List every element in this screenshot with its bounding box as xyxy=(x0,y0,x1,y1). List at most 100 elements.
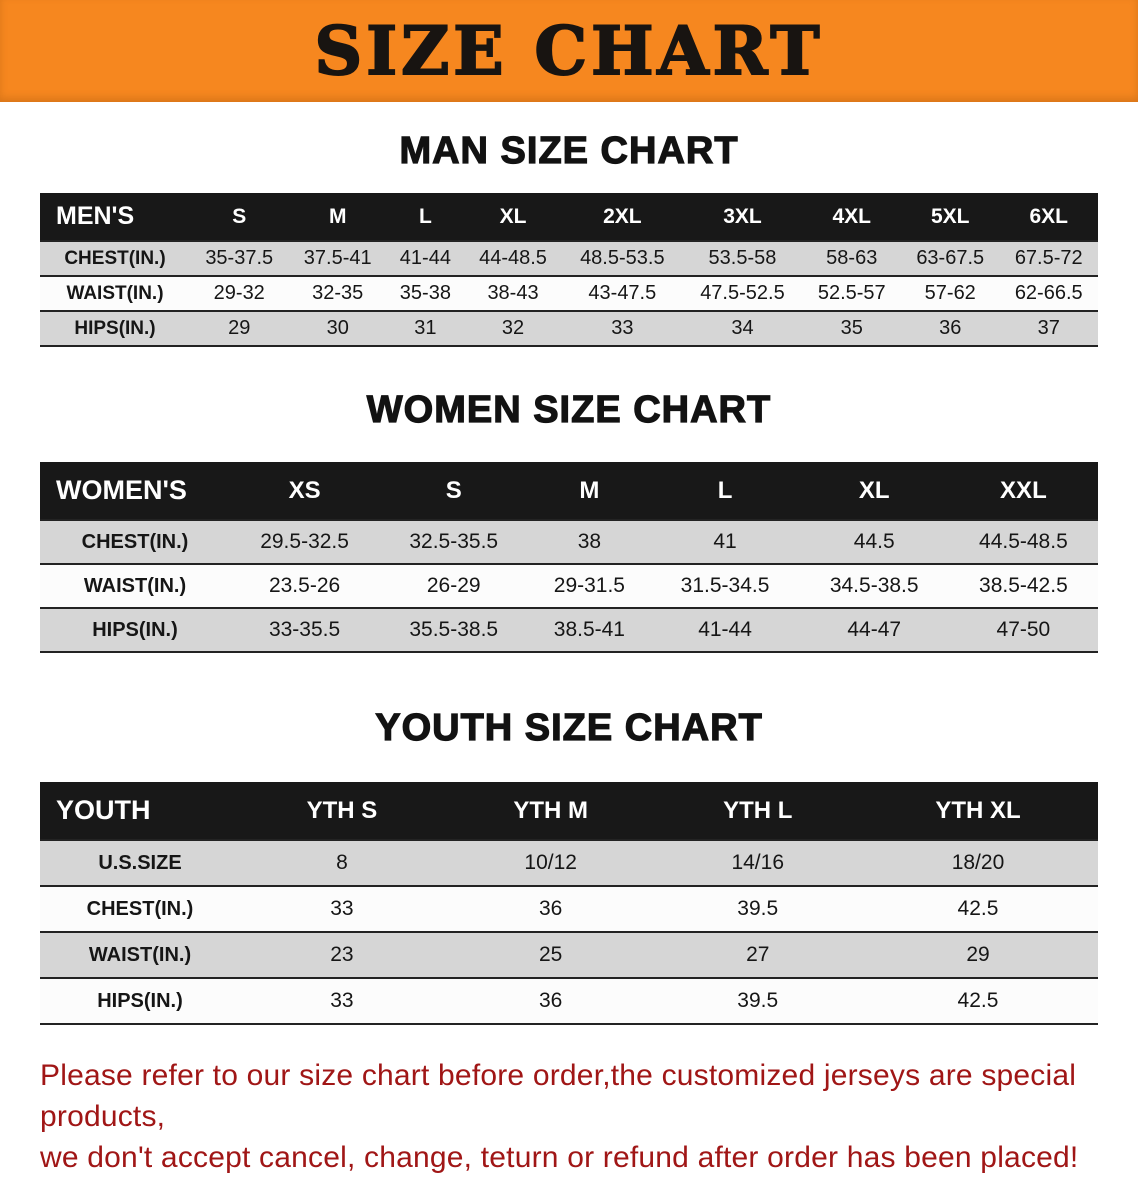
measurement-value: 23 xyxy=(330,943,354,966)
measurement-row: U.S.SIZE 8 10/12 14/16 18/20 xyxy=(40,840,1098,886)
measurement-value: 30 xyxy=(326,317,349,339)
size-header-cell: 4XL xyxy=(832,204,872,228)
measurement-value: 41-44 xyxy=(698,618,752,641)
measurement-value: 38-43 xyxy=(487,282,539,304)
size-header-cell: YTH L xyxy=(723,796,793,824)
measurement-value: 44-47 xyxy=(847,618,902,641)
size-header-cell: S xyxy=(232,204,247,228)
measurement-value: 31 xyxy=(414,317,437,339)
men-size-chart-title: MAN SIZE CHART xyxy=(399,129,739,172)
youth-size-chart-title: YOUTH SIZE CHART xyxy=(375,706,763,749)
youth-size-chart-section: YOUTH SIZE CHART YOUTH YTH S YTH M YTH L YTH… xyxy=(0,653,1138,1025)
size-header-cell: L xyxy=(717,476,733,504)
size-header-cell: M xyxy=(328,204,347,228)
measurement-label: WAIST(IN.) xyxy=(66,282,164,304)
measurement-row: HIPS(IN.) 33 36 39.5 42.5 xyxy=(40,978,1098,1024)
measurement-value: 39.5 xyxy=(737,989,779,1012)
size-header-cell: L xyxy=(418,204,432,228)
table-title-cell: MEN'S xyxy=(56,202,135,230)
measurement-value: 33 xyxy=(611,317,634,339)
measurement-value: 29.5-32.5 xyxy=(260,530,349,553)
measurement-label: HIPS(IN.) xyxy=(92,618,178,641)
measurement-value: 36 xyxy=(538,897,563,920)
measurement-value: 34 xyxy=(731,317,754,339)
measurement-value: 29-31.5 xyxy=(553,574,625,597)
measurement-label: HIPS(IN.) xyxy=(74,317,156,339)
disclaimer-text: Please refer to our size chart before or… xyxy=(40,1055,1098,1178)
measurement-row: CHEST(IN.) 33 36 39.5 42.5 xyxy=(40,886,1098,932)
measurement-row: CHEST(IN.) 29.5-32.5 32.5-35.5 38 41 44.5 44.5… xyxy=(40,520,1098,564)
size-table-header-row: WOMEN'S XS S M L XL XXL xyxy=(40,462,1098,520)
measurement-value: 41 xyxy=(713,530,737,553)
measurement-value: 48.5-53.5 xyxy=(580,247,665,269)
measurement-value: 29 xyxy=(228,317,251,339)
measurement-value: 38.5-42.5 xyxy=(979,574,1068,597)
measurement-value: 8 xyxy=(336,851,348,874)
measurement-row: CHEST(IN.) 35-37.5 37.5-41 41-44 44-48.5 48.5… xyxy=(40,241,1098,276)
measurement-value: 29-32 xyxy=(213,282,265,304)
size-header-cell: YTH XL xyxy=(935,796,1021,824)
measurement-label: WAIST(IN.) xyxy=(83,574,187,597)
size-header-cell: 2XL xyxy=(603,204,642,228)
measurement-value: 32 xyxy=(501,317,525,339)
measurement-value: 53.5-58 xyxy=(708,247,777,269)
measurement-value: 67.5-72 xyxy=(1014,247,1083,269)
measurement-value: 32-35 xyxy=(312,282,364,304)
measurement-row: HIPS(IN.) 29 30 31 32 33 34 35 36 37 xyxy=(40,311,1098,346)
table-title-cell: YOUTH xyxy=(56,795,151,825)
measurement-label: CHEST(IN.) xyxy=(64,247,166,269)
size-header-cell: XS xyxy=(288,476,321,504)
measurement-value: 29 xyxy=(966,943,990,966)
measurement-row: WAIST(IN.) 23.5-26 26-29 29-31.5 31.5-34.5 34… xyxy=(40,564,1098,608)
measurement-row: HIPS(IN.) 33-35.5 35.5-38.5 38.5-41 41-44 44-… xyxy=(40,608,1098,652)
size-header-cell: 3XL xyxy=(723,204,762,228)
measurement-value: 36 xyxy=(939,317,962,339)
measurement-value: 42.5 xyxy=(957,897,999,920)
measurement-label: HIPS(IN.) xyxy=(97,989,183,1012)
measurement-value: 58-63 xyxy=(826,247,878,269)
measurement-value: 43-47.5 xyxy=(588,282,657,304)
measurement-value: 26-29 xyxy=(426,574,481,597)
measurement-value: 35-38 xyxy=(399,282,451,304)
measurement-label: U.S.SIZE xyxy=(98,851,182,874)
measurement-label: CHEST(IN.) xyxy=(81,530,189,553)
measurement-value: 52.5-57 xyxy=(817,282,886,304)
measurement-value: 33 xyxy=(330,989,354,1012)
measurement-value: 34.5-38.5 xyxy=(829,574,919,597)
size-header-cell: YTH S xyxy=(306,796,378,824)
measurement-value: 44-48.5 xyxy=(479,247,547,269)
size-header-cell: XL xyxy=(499,204,527,228)
measurement-value: 27 xyxy=(746,943,770,966)
measurement-value: 36 xyxy=(538,989,563,1012)
measurement-value: 47.5-52.5 xyxy=(700,282,785,304)
charts-area: MAN SIZE CHART MEN'S S M L XL 2XL 3XL 4XL 5XL 6XL… xyxy=(0,102,1138,1178)
measurement-value: 35 xyxy=(840,317,863,339)
measurement-value: 18/20 xyxy=(951,851,1005,874)
measurement-value: 31.5-34.5 xyxy=(680,574,770,597)
measurement-row: WAIST(IN.) 29-32 32-35 35-38 38-43 43-47.5 47.… xyxy=(40,276,1098,311)
measurement-value: 14/16 xyxy=(731,851,785,874)
men-size-chart-section: MAN SIZE CHART MEN'S S M L XL 2XL 3XL 4XL 5XL 6XL… xyxy=(0,102,1138,347)
measurement-value: 47-50 xyxy=(996,618,1051,641)
size-header-cell: 6XL xyxy=(1029,204,1068,228)
measurement-value: 10/12 xyxy=(524,851,577,874)
measurement-value: 35.5-38.5 xyxy=(409,618,499,641)
measurement-value: 37 xyxy=(1037,317,1060,339)
banner: SIZE CHART xyxy=(0,0,1138,102)
size-header-cell: XXL xyxy=(1000,476,1047,504)
women-size-chart-section: WOMEN SIZE CHART WOMEN'S XS S M L XL XXL CHEST(… xyxy=(0,347,1138,653)
size-table-header-row: MEN'S S M L XL 2XL 3XL 4XL 5XL 6XL xyxy=(40,193,1098,241)
measurement-value: 25 xyxy=(538,943,563,966)
measurement-value: 44.5-48.5 xyxy=(979,530,1068,553)
disclaimer-line-2: we don't accept cancel, change, teturn o… xyxy=(40,1141,1079,1174)
table-title-cell: WOMEN'S xyxy=(56,475,187,505)
measurement-value: 38 xyxy=(577,530,602,553)
page-title: SIZE CHART xyxy=(314,11,824,91)
size-header-cell: XL xyxy=(858,476,890,504)
measurement-row: WAIST(IN.) 23 25 27 29 xyxy=(40,932,1098,978)
measurement-value: 42.5 xyxy=(957,989,999,1012)
youth-size-table: YOUTH YTH S YTH M YTH L YTH XL U.S.SIZE 8 10/12… xyxy=(40,782,1098,1025)
disclaimer-line-1: Please refer to our size chart before or… xyxy=(40,1059,1077,1133)
measurement-value: 38.5-41 xyxy=(553,618,625,641)
